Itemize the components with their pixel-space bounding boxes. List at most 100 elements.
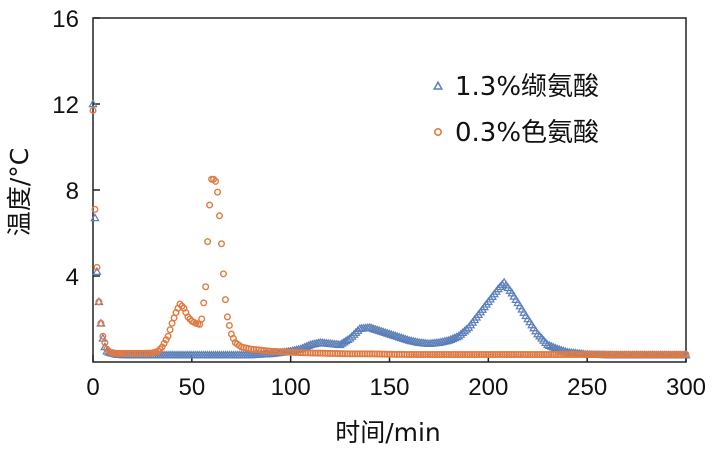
data-point-circle (540, 350, 548, 358)
data-point-circle (656, 350, 664, 358)
data-point-circle (529, 350, 537, 358)
data-point-circle (435, 350, 443, 358)
data-point-circle (166, 326, 174, 334)
data-point-circle (158, 343, 166, 351)
data-point-triangle (402, 335, 412, 344)
data-point-triangle (373, 325, 383, 334)
data-point-triangle (556, 345, 567, 354)
data-point-circle (494, 350, 502, 358)
data-point-circle (645, 350, 653, 358)
data-point-circle (633, 350, 641, 358)
data-point-circle (412, 350, 420, 358)
data-point-circle (661, 350, 669, 358)
data-point-triangle (92, 266, 102, 275)
data-point-circle (561, 350, 569, 358)
data-point-circle (570, 350, 578, 358)
data-point-circle (496, 350, 504, 358)
data-point-circle (164, 332, 172, 340)
data-point-triangle (349, 329, 359, 338)
data-point-circle (580, 350, 588, 358)
data-point-circle (477, 350, 485, 358)
data-point-triangle (90, 213, 100, 222)
data-point-circle (217, 240, 225, 248)
x-tick-label: 200 (468, 374, 508, 401)
data-point-circle (584, 350, 592, 358)
x-tick-label: 250 (567, 374, 607, 401)
data-point-circle (566, 350, 574, 358)
data-point-circle (202, 283, 210, 291)
data-point-circle (635, 350, 643, 358)
data-point-circle (101, 339, 109, 347)
data-point-circle (622, 350, 630, 358)
data-point-circle (615, 350, 623, 358)
data-point-circle (223, 313, 231, 321)
data-point-circle (198, 315, 206, 323)
data-point-circle (677, 350, 685, 358)
data-point-circle (638, 350, 646, 358)
data-point-circle (603, 350, 611, 358)
data-point-circle (475, 350, 483, 358)
data-point-circle (542, 350, 550, 358)
data-point-circle (419, 350, 427, 358)
data-point-triangle (378, 327, 389, 336)
x-tick-label: 0 (86, 374, 99, 401)
data-point-circle (410, 350, 418, 358)
data-point-circle (575, 350, 583, 358)
data-point-triangle (542, 339, 553, 349)
data-point-circle (484, 350, 492, 358)
data-point-triangle (380, 327, 391, 337)
data-point-triangle (382, 328, 393, 337)
data-point-circle (225, 321, 233, 329)
data-point-circle (508, 350, 516, 358)
data-point-circle (468, 350, 476, 358)
data-point-triangle (495, 281, 505, 291)
data-point-circle (524, 350, 532, 358)
data-point-circle (97, 319, 105, 327)
data-point-triangle (345, 333, 355, 342)
data-point-circle (533, 350, 541, 358)
data-point-circle (545, 350, 553, 358)
data-point-circle (219, 270, 227, 278)
data-point-triangle (353, 325, 363, 334)
data-point-circle (582, 350, 590, 358)
data-point-triangle (546, 341, 557, 350)
data-point-triangle (369, 324, 379, 333)
data-point-circle (647, 350, 655, 358)
data-point-circle (568, 350, 576, 358)
data-point-circle (654, 350, 662, 358)
data-point-circle (556, 350, 564, 358)
data-point-circle (146, 349, 154, 357)
data-point-circle (91, 205, 99, 213)
x-tick-label: 50 (178, 374, 205, 401)
data-point-circle (442, 350, 450, 358)
x-axis-title: 时间/min (335, 418, 441, 447)
data-point-circle (617, 350, 625, 358)
legend-label: 1.3%缬氨酸 (455, 72, 599, 102)
data-point-circle (515, 350, 523, 358)
data-point-circle (663, 350, 671, 358)
data-point-circle (629, 350, 637, 358)
data-point-triangle (392, 331, 403, 340)
data-point-circle (95, 298, 103, 306)
data-point-triangle (548, 342, 559, 351)
data-point-circle (426, 350, 434, 358)
data-point-triangle (550, 343, 561, 352)
data-point-triangle (367, 323, 377, 332)
data-point-circle (505, 350, 513, 358)
data-point-circle (587, 350, 595, 358)
data-point-circle (403, 350, 411, 358)
data-point-circle (559, 350, 567, 358)
data-point-triangle (351, 327, 361, 336)
data-point-circle (626, 350, 634, 358)
y-tick-label: 12 (52, 92, 79, 119)
legend-marker-triangle (432, 80, 444, 90)
data-point-circle (162, 336, 170, 344)
data-point-circle (598, 350, 606, 358)
data-point-circle (594, 350, 602, 358)
data-point-circle (538, 350, 546, 358)
data-point-circle (200, 299, 208, 307)
series-2 (89, 106, 690, 358)
data-point-circle (204, 238, 212, 246)
